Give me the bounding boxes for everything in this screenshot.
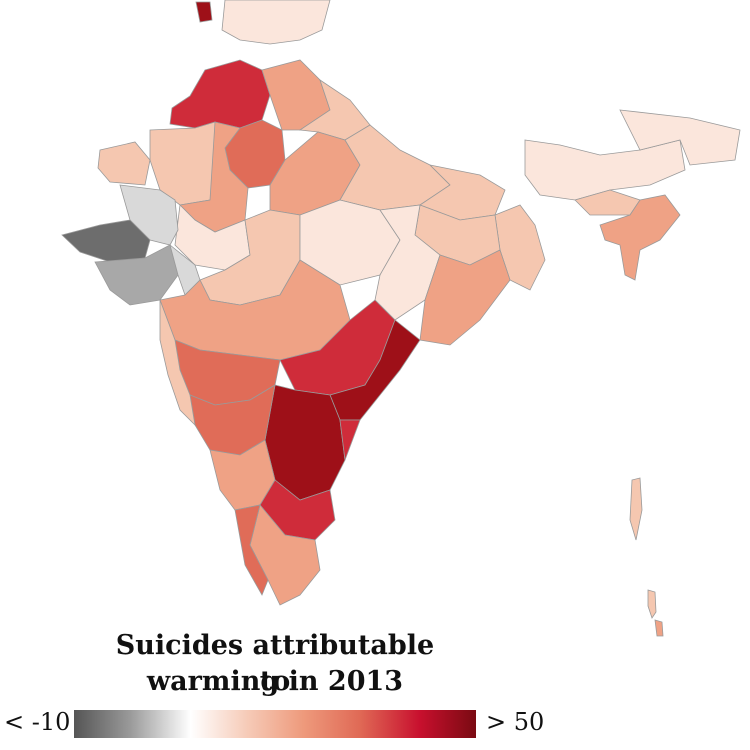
region-chhattisgarh xyxy=(374,204,441,321)
color-scale-bar xyxy=(74,710,476,738)
region-north-border-pale xyxy=(221,0,331,45)
legend-title-line-1: Suicides attributable to xyxy=(115,630,435,697)
region-gujarat-saurashtra xyxy=(94,244,179,306)
region-tripura-mizoram xyxy=(599,194,681,281)
region-nicobar-south xyxy=(654,619,664,637)
region-gujarat-kutch xyxy=(61,219,151,263)
region-sikkim-assam xyxy=(524,139,686,201)
legend-title-line-2: warming in 2013 xyxy=(146,666,404,697)
region-punjab xyxy=(169,59,271,129)
region-konkan xyxy=(159,299,196,427)
region-nicobar-islands xyxy=(647,589,657,619)
india-district-map xyxy=(61,0,741,637)
legend-min-label: < -10 xyxy=(4,708,71,736)
region-kerala xyxy=(234,504,269,596)
region-odisha xyxy=(419,249,511,346)
region-coastal-andhra xyxy=(339,419,361,461)
region-arunachal xyxy=(619,109,741,166)
region-andaman-islands xyxy=(629,477,643,541)
legend-max-label: > 50 xyxy=(486,708,545,736)
region-west-patch xyxy=(97,141,151,186)
region-kashmir-sliver xyxy=(195,1,213,23)
